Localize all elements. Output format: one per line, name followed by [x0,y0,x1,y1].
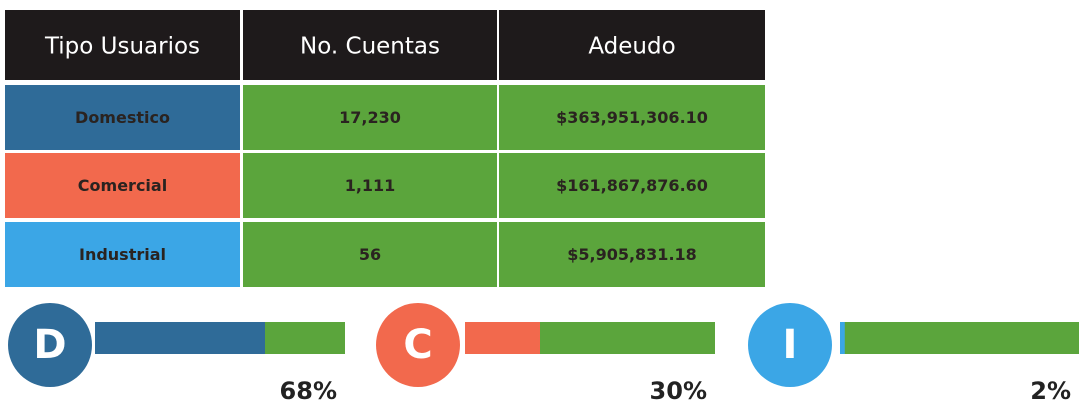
badge-letter: D [33,322,66,368]
header-cell [5,10,240,80]
bar-track [840,322,1079,354]
bar-fill [95,322,265,354]
badge-letter: I [783,322,798,368]
badge [748,303,832,387]
header-text: Adeudo [588,34,675,60]
table-cell [499,222,765,287]
table-cell [5,85,240,150]
cell-text: $5,905,831.18 [567,245,697,264]
cell-text: Industrial [79,245,166,264]
badge [8,303,92,387]
table-cell [5,222,240,287]
table-cell [499,153,765,218]
cell-text: Domestico [75,108,170,127]
bar-fill [840,322,845,354]
cell-text: 17,230 [339,108,401,127]
percent-label: 2% [1030,377,1071,400]
table-cell [499,85,765,150]
cell-text: Comercial [78,176,167,195]
header-cell [499,10,765,80]
table-cell [5,153,240,218]
cell-text: $161,867,876.60 [556,176,708,195]
cell-text: $363,951,306.10 [556,108,708,127]
bar-fill [465,322,540,354]
header-cell [243,10,497,80]
header-text: Tipo Usuarios [44,34,200,60]
percent-label: 30% [650,377,707,400]
badge-letter: C [403,322,432,368]
percent-label: 68% [280,377,337,400]
cell-text: 56 [359,245,381,264]
header-text: No. Cuentas [300,34,440,60]
table-cell [243,153,497,218]
table-cell [243,222,497,287]
badge [376,303,460,387]
table-cell [243,85,497,150]
cell-text: 1,111 [345,176,396,195]
